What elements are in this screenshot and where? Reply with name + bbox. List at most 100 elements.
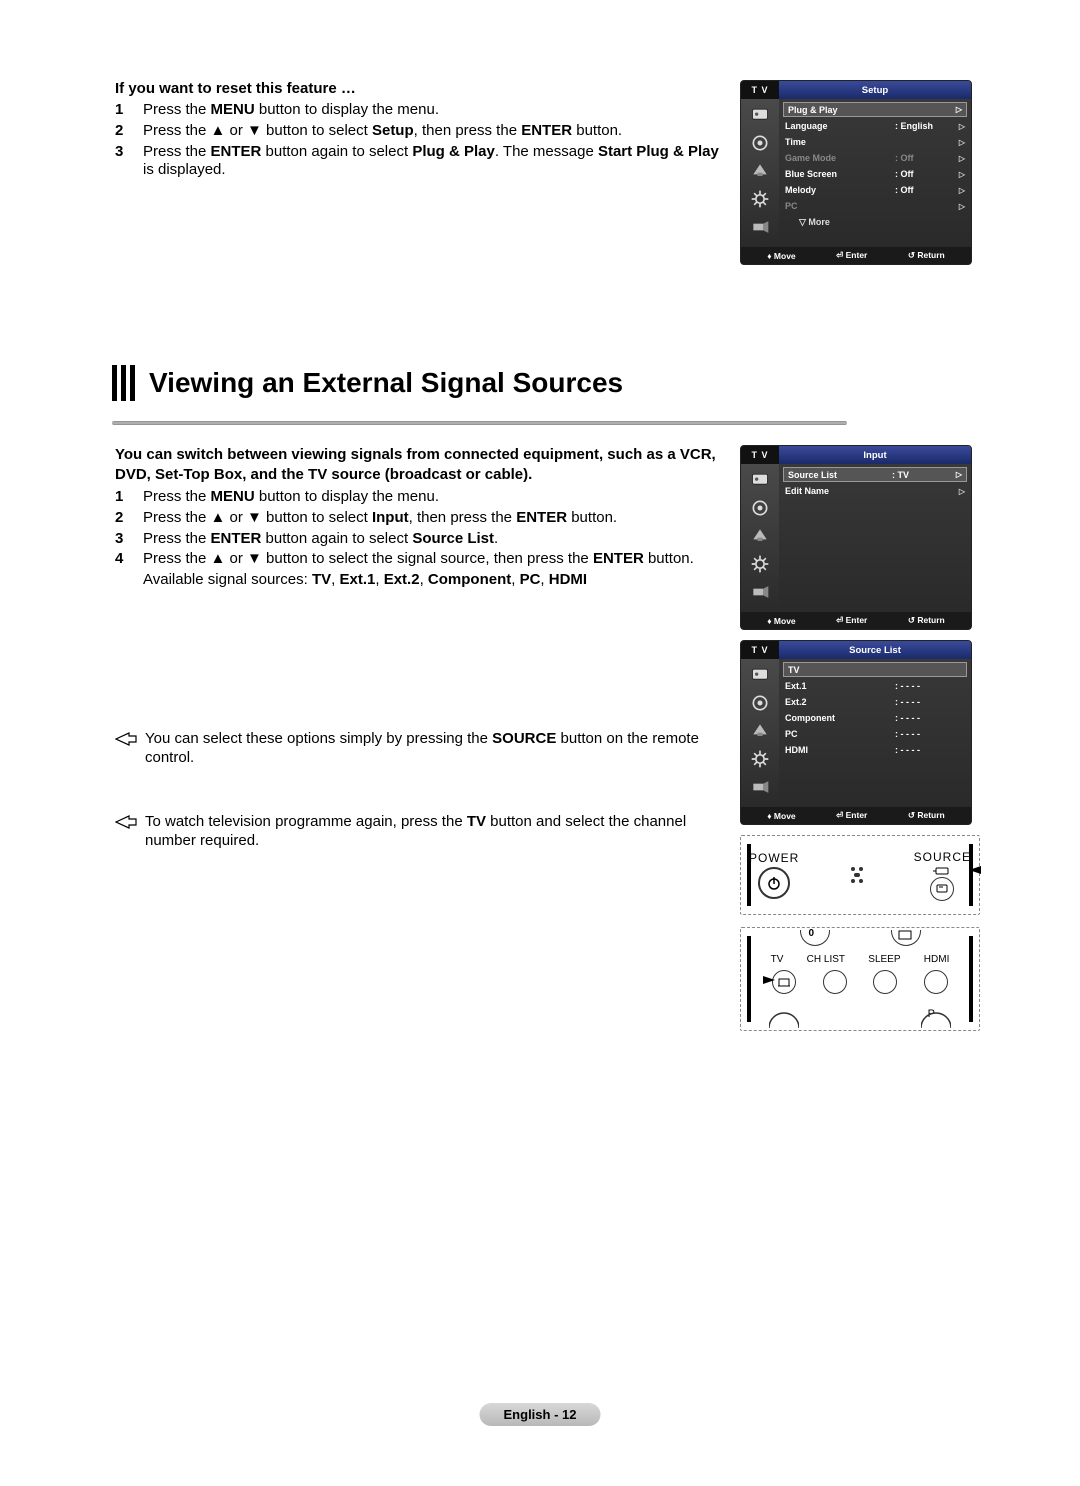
osd-enter-hint: ⏎ Enter	[836, 250, 867, 261]
osd-sound-icon	[741, 691, 779, 715]
osd-menu-row: Melody : Off ▷	[779, 182, 971, 198]
osd-row-arrow-icon: ▷	[955, 202, 965, 211]
osd-row-arrow-icon: ▷	[955, 122, 965, 131]
reset-screenshot-col: T V Setup Plug & Play ▷ Language : Engli…	[740, 80, 980, 275]
note2-text: To watch television programme again, pre…	[145, 813, 720, 851]
step-row: 1Press the MENU button to display the me…	[115, 488, 720, 507]
osd-row-value: : - - - -	[895, 697, 955, 707]
osd-row-label: Blue Screen	[785, 169, 895, 179]
osd-return-hint: ↺ Return	[908, 615, 945, 626]
step-text: Press the ▲ or ▼ button to select Input,…	[143, 509, 720, 528]
osd-menu-row: Component : - - - -	[779, 710, 971, 726]
osd-menu-row: Time ▷	[779, 134, 971, 150]
osd-channel-icon	[741, 524, 779, 548]
step-row: 3Press the ENTER button again to select …	[115, 530, 720, 549]
osd-row-label: Game Mode	[785, 153, 895, 163]
source-input-icon	[933, 866, 951, 876]
osd-row-value: : - - - -	[895, 745, 955, 755]
osd-title: Setup	[779, 81, 971, 99]
osd-title: Source List	[779, 641, 971, 659]
osd-row-arrow-icon: ▷	[955, 154, 965, 163]
osd-footer: ♦ Move ⏎ Enter ↺ Return	[741, 612, 971, 629]
external-intro: You can switch between viewing signals f…	[115, 445, 720, 484]
reset-steps-list: 1Press the MENU button to display the me…	[115, 101, 720, 180]
osd-menu-row: PC : - - - -	[779, 726, 971, 742]
available-sources: Available signal sources: TV, Ext.1, Ext…	[115, 571, 720, 590]
osd-icon-sidebar	[741, 464, 779, 612]
heading-stripes-icon	[112, 365, 135, 401]
osd-row-arrow-icon: ▷	[955, 186, 965, 195]
osd-tv-badge: T V	[741, 641, 779, 659]
osd-setup-icon	[741, 187, 779, 211]
osd-row-value: : TV	[892, 470, 952, 480]
step-number: 1	[115, 101, 143, 120]
step-text: Press the MENU button to display the men…	[143, 101, 720, 120]
osd-row-value: : - - - -	[895, 681, 955, 691]
tv-button	[772, 970, 796, 994]
power-button-group: POWER	[749, 851, 799, 899]
osd-menu-row: PC ▷	[779, 198, 971, 214]
osd-menu-row: Game Mode : Off ▷	[779, 150, 971, 166]
source-button-group: SOURCE	[914, 850, 971, 901]
step-row: 2Press the ▲ or ▼ button to select Setup…	[115, 122, 720, 141]
osd-channel-icon	[741, 159, 779, 183]
osd-rows: Plug & Play ▷ Language : English ▷ Time …	[779, 99, 971, 247]
external-steps-list: 1Press the MENU button to display the me…	[115, 488, 720, 569]
remote-edge-bar	[969, 844, 973, 906]
osd-menu-row: Edit Name ▷	[779, 483, 971, 499]
osd-row-label: Source List	[788, 470, 892, 480]
power-button	[758, 867, 790, 899]
osd-rows: TV Ext.1 : - - - - Ext.2 : - - - - Compo…	[779, 659, 971, 807]
osd-menu-row: Source List : TV ▷	[783, 467, 967, 482]
arrow-icon	[115, 732, 137, 746]
reset-intro: If you want to reset this feature …	[115, 80, 720, 97]
osd-screenshot: T V Source List TV Ext.1 : - - - - Ext.2…	[740, 640, 972, 825]
remote-power-source: POWER SOURCE	[740, 835, 980, 915]
reset-text-column: If you want to reset this feature … 1Pre…	[115, 80, 720, 275]
heading-bar: Viewing an External Signal Sources	[112, 365, 980, 401]
remote-tv-buttons: 0 TV CH LIST SLEEP HDMI	[740, 927, 980, 1031]
osd-body: Plug & Play ▷ Language : English ▷ Time …	[741, 99, 971, 247]
source-icon	[936, 884, 948, 894]
osd-more-row: ▽ More	[779, 214, 971, 230]
remote-button-row	[759, 970, 961, 994]
osd-menu-row: Blue Screen : Off ▷	[779, 166, 971, 182]
osd-row-value: : Off	[895, 153, 955, 163]
step-number: 4	[115, 550, 143, 569]
osd-header: T V Source List	[741, 641, 971, 659]
pointer-icon	[763, 976, 775, 984]
available-sources-text: Available signal sources: TV, Ext.1, Ext…	[143, 571, 720, 590]
osd-input-icon	[741, 775, 779, 799]
osd-header: T V Setup	[741, 81, 971, 99]
osd-row-label: PC	[785, 729, 895, 739]
osd-row-label: Time	[785, 137, 895, 147]
tv-icon	[778, 977, 790, 987]
osd-menu-row: Language : English ▷	[779, 118, 971, 134]
osd-row-label: TV	[788, 665, 892, 675]
osd-title: Input	[779, 446, 971, 464]
sleep-button	[873, 970, 897, 994]
power-icon	[766, 875, 782, 891]
external-screenshot-col: T V Input Source List : TV ▷ Edit Name ▷…	[740, 445, 980, 1043]
osd-row-label: Melody	[785, 185, 895, 195]
step-number: 2	[115, 509, 143, 528]
osd-picture-icon	[741, 663, 779, 687]
source-button	[930, 877, 954, 901]
osd-sound-icon	[741, 496, 779, 520]
step-row: 4Press the ▲ or ▼ button to select the s…	[115, 550, 720, 569]
remote-edge-bar	[747, 844, 751, 906]
step-number: 1	[115, 488, 143, 507]
osd-row-label: Edit Name	[785, 486, 895, 496]
osd-row-label: PC	[785, 201, 895, 211]
remote-half-buttons: 0	[769, 930, 951, 946]
half-button	[891, 930, 921, 946]
osd-move-hint: ♦ Move	[767, 810, 795, 821]
vol-arc-icon	[769, 1010, 799, 1028]
step-row: 1Press the MENU button to display the me…	[115, 101, 720, 120]
osd-footer: ♦ Move ⏎ Enter ↺ Return	[741, 807, 971, 824]
note-source-button: You can select these options simply by p…	[115, 730, 720, 768]
step-text: Press the ▲ or ▼ button to select the si…	[143, 550, 720, 569]
osd-row-label: Plug & Play	[788, 105, 892, 115]
osd-return-hint: ↺ Return	[908, 810, 945, 821]
osd-input-icon	[741, 580, 779, 604]
